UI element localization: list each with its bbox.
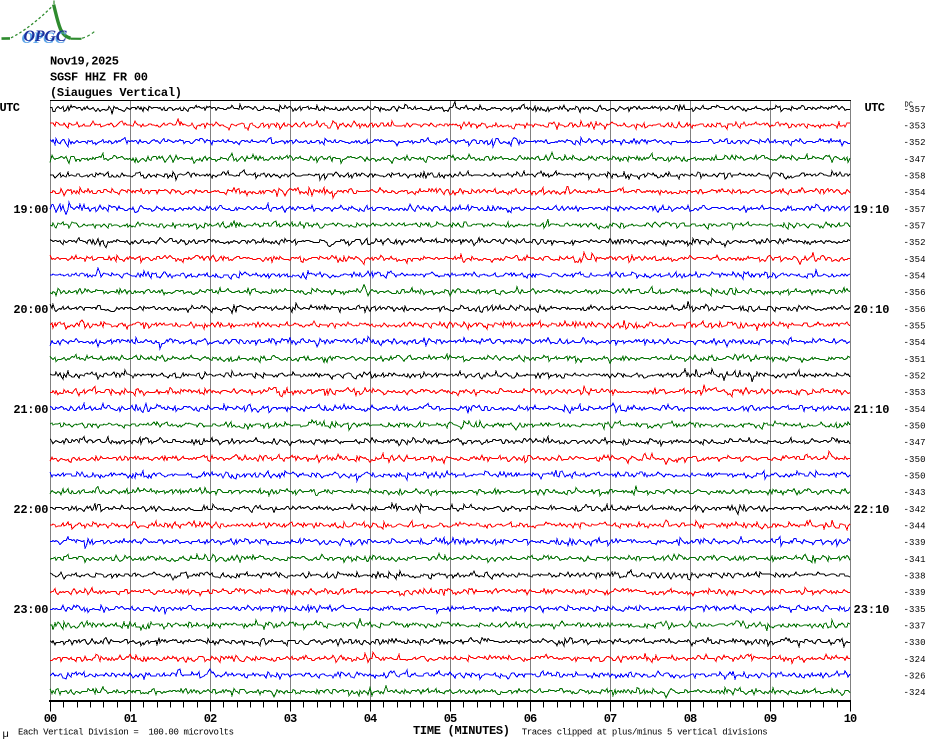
svg-text:09: 09: [764, 712, 778, 726]
svg-text:µ: µ: [3, 729, 9, 741]
svg-text:UTC: UTC: [865, 101, 886, 115]
svg-text:20:10: 20:10: [854, 303, 890, 317]
svg-text:-357: -357: [904, 222, 926, 232]
svg-text:-354: -354: [904, 405, 926, 415]
svg-text:-353: -353: [904, 122, 926, 132]
svg-text:-350: -350: [904, 422, 926, 432]
svg-text:-344: -344: [904, 522, 926, 532]
svg-text:02: 02: [204, 712, 218, 726]
svg-text:-350: -350: [904, 472, 926, 482]
svg-text:05: 05: [444, 712, 458, 726]
svg-text:-347: -347: [904, 438, 926, 448]
svg-text:06: 06: [524, 712, 538, 726]
svg-text:-350: -350: [904, 455, 926, 465]
svg-text:04: 04: [364, 712, 378, 726]
svg-text:-355: -355: [904, 322, 926, 332]
svg-text:-338: -338: [904, 572, 926, 582]
svg-text:-326: -326: [904, 672, 926, 682]
svg-text:TIME (MINUTES): TIME (MINUTES): [413, 724, 510, 738]
svg-text:-343: -343: [904, 488, 926, 498]
svg-text:-335: -335: [904, 605, 926, 615]
svg-text:-357: -357: [904, 105, 926, 115]
svg-text:-352: -352: [904, 372, 926, 382]
svg-text:Traces clipped at plus/minus 5: Traces clipped at plus/minus 5 vertical …: [522, 727, 768, 737]
svg-text:OPGC: OPGC: [24, 28, 67, 45]
svg-text:-347: -347: [904, 155, 926, 165]
svg-text:10: 10: [844, 712, 858, 726]
svg-text:22:10: 22:10: [854, 503, 890, 517]
svg-text:00: 00: [44, 712, 58, 726]
svg-text:-342: -342: [904, 505, 926, 515]
svg-text:23:10: 23:10: [854, 603, 890, 617]
svg-text:-324: -324: [904, 688, 926, 698]
svg-text:19:10: 19:10: [854, 203, 890, 217]
svg-text:-341: -341: [904, 555, 926, 565]
svg-text:-339: -339: [904, 588, 926, 598]
svg-text:21:00: 21:00: [13, 403, 48, 417]
svg-text:-354: -354: [904, 338, 926, 348]
svg-text:03: 03: [284, 712, 298, 726]
svg-text:-357: -357: [904, 205, 926, 215]
svg-text:-339: -339: [904, 538, 926, 548]
svg-text:-356: -356: [904, 288, 926, 298]
svg-text:Nov19,2025: Nov19,2025: [50, 55, 119, 69]
svg-text:-352: -352: [904, 238, 926, 248]
svg-text:-358: -358: [904, 172, 926, 182]
svg-text:19:00: 19:00: [13, 203, 48, 217]
svg-text:08: 08: [684, 712, 698, 726]
svg-text:-324: -324: [904, 655, 926, 665]
svg-text:-354: -354: [904, 188, 926, 198]
svg-text:DC: DC: [905, 102, 913, 110]
svg-text:-354: -354: [904, 272, 926, 282]
svg-text:22:00: 22:00: [13, 503, 48, 517]
svg-text:20:00: 20:00: [13, 303, 48, 317]
svg-text:-356: -356: [904, 305, 926, 315]
svg-text:UTC: UTC: [0, 101, 20, 115]
svg-text:-354: -354: [904, 255, 926, 265]
svg-text:(Siaugues Vertical): (Siaugues Vertical): [50, 86, 182, 100]
svg-text:-353: -353: [904, 388, 926, 398]
svg-text:Each Vertical Division = 100.: Each Vertical Division = 100.00 microvol…: [18, 727, 234, 737]
svg-text:SGSF HHZ FR 00: SGSF HHZ FR 00: [50, 70, 148, 84]
svg-text:01: 01: [124, 712, 138, 726]
svg-text:-351: -351: [904, 355, 926, 365]
svg-text:-352: -352: [904, 138, 926, 148]
svg-text:07: 07: [604, 712, 618, 726]
svg-text:-337: -337: [904, 622, 926, 632]
svg-text:23:00: 23:00: [13, 603, 48, 617]
svg-text:21:10: 21:10: [854, 403, 890, 417]
svg-text:-330: -330: [904, 638, 926, 648]
svg-text:OPGC: OPGC: [22, 30, 66, 47]
